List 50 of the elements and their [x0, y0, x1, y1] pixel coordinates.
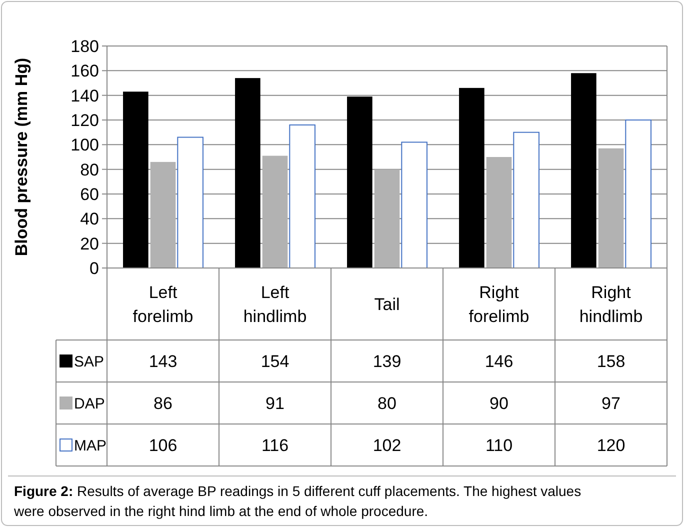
data-label: 143 — [148, 352, 178, 371]
data-label: 146 — [484, 352, 514, 371]
bar — [123, 92, 148, 268]
data-label: 80 — [378, 394, 396, 413]
bar — [262, 156, 288, 268]
data-label: 97 — [602, 394, 620, 413]
bar — [401, 142, 428, 268]
bar — [598, 148, 624, 268]
x-tick-label: Tail — [374, 294, 400, 314]
y-tick-label: 80 — [80, 160, 99, 180]
bar — [571, 73, 596, 268]
data-label: 158 — [596, 352, 626, 371]
bar — [374, 169, 400, 268]
y-tick-label: 160 — [70, 62, 99, 81]
y-tick-label: 100 — [70, 136, 99, 155]
bar — [625, 120, 652, 268]
x-tick-label: Left forelimb — [132, 282, 194, 326]
data-label: 106 — [148, 436, 178, 455]
x-tick-label: Right forelimb — [468, 282, 530, 326]
legend-label: MAP — [74, 437, 107, 454]
data-label: 120 — [596, 436, 626, 455]
y-tick-label: 20 — [80, 234, 99, 254]
bar — [513, 132, 540, 268]
y-tick-label: 140 — [70, 86, 99, 106]
x-tick-label: Left hindlimb — [243, 282, 307, 326]
y-axis-title: Blood pressure (mm Hg) — [12, 58, 31, 256]
y-tick-label: 60 — [80, 184, 99, 204]
data-label: 110 — [485, 436, 513, 455]
x-tick-label: Right hindlimb — [579, 282, 643, 326]
caption: Figure 2: Results of average BP readings in 5 different cuff placements. The highest values were observed in the right hind limb at the end of whole procedure. — [13, 483, 582, 519]
data-label: 86 — [154, 394, 172, 413]
data-label: 116 — [261, 436, 289, 455]
data-label: 90 — [490, 394, 508, 413]
bar — [459, 88, 484, 268]
data-label: 102 — [372, 436, 402, 455]
y-tick-label: 0 — [90, 258, 99, 278]
bar — [235, 78, 260, 268]
bar — [289, 124, 316, 268]
y-tick-label: 120 — [70, 110, 99, 130]
y-tick-label: 180 — [70, 36, 99, 56]
y-tick-label: 40 — [80, 210, 99, 229]
bar — [177, 136, 204, 268]
legend-label: SAP — [74, 353, 104, 370]
bar — [150, 162, 176, 268]
data-label: 139 — [372, 352, 402, 371]
data-label: 154 — [260, 352, 290, 371]
bar — [486, 157, 512, 268]
data-label: 91 — [266, 394, 284, 413]
legend-label: DAP — [74, 395, 105, 412]
bar — [347, 96, 372, 268]
